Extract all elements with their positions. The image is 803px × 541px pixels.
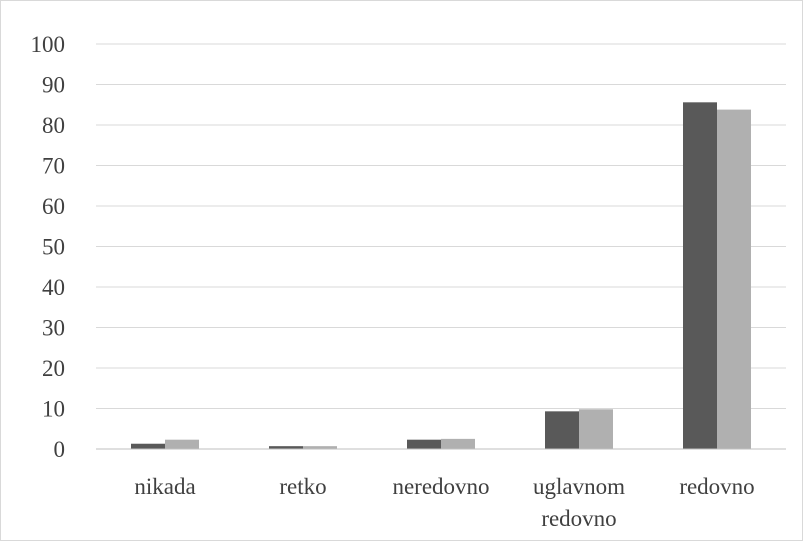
y-tick-label-10: 10: [42, 397, 65, 422]
y-tick-label-30: 30: [42, 316, 65, 341]
x-category-label-line: nikada: [134, 474, 195, 499]
x-category-label-redovno: redovno: [679, 474, 754, 499]
bar-series1-nikada: [131, 443, 165, 449]
x-category-label-line: retko: [279, 474, 326, 499]
x-category-label-nikada: nikada: [134, 474, 195, 499]
x-category-label-line: uglavnom: [533, 474, 625, 499]
y-tick-label-80: 80: [42, 113, 65, 138]
y-tick-label-0: 0: [54, 437, 66, 462]
bar-series1-redovno: [683, 102, 717, 449]
y-tick-label-100: 100: [31, 32, 66, 57]
x-category-label-line: redovno: [541, 506, 616, 531]
bar-series2-redovno: [717, 109, 751, 450]
bar-series2-uglavnom-redovno: [579, 409, 613, 449]
y-tick-label-40: 40: [42, 275, 65, 300]
bar-series1-neredovno: [407, 439, 441, 449]
x-category-label-line: neredovno: [392, 474, 489, 499]
x-category-label-neredovno: neredovno: [392, 474, 489, 499]
bar-series2-retko: [303, 446, 337, 449]
bar-series2-nikada: [165, 439, 199, 449]
gridlines: [96, 43, 786, 409]
bar-series1-uglavnom-redovno: [545, 411, 579, 449]
y-tick-label-50: 50: [42, 235, 65, 260]
x-category-label-retko: retko: [279, 474, 326, 499]
y-tick-label-90: 90: [42, 73, 65, 98]
x-axis-category-labels: nikada retko neredovno uglavnom redovno redov…: [134, 474, 754, 531]
y-axis-tick-labels: 0 10 20 30 40 50 60 70 80 90 100: [31, 32, 66, 462]
y-tick-label-60: 60: [42, 194, 65, 219]
bar-series1-retko: [269, 446, 303, 449]
y-tick-label-20: 20: [42, 356, 65, 381]
bar-series2-neredovno: [441, 438, 475, 449]
x-category-label-uglavnom-redovno: uglavnom redovno: [533, 474, 625, 531]
x-category-label-line: redovno: [679, 474, 754, 499]
bars: [131, 102, 751, 450]
y-tick-label-70: 70: [42, 154, 65, 179]
